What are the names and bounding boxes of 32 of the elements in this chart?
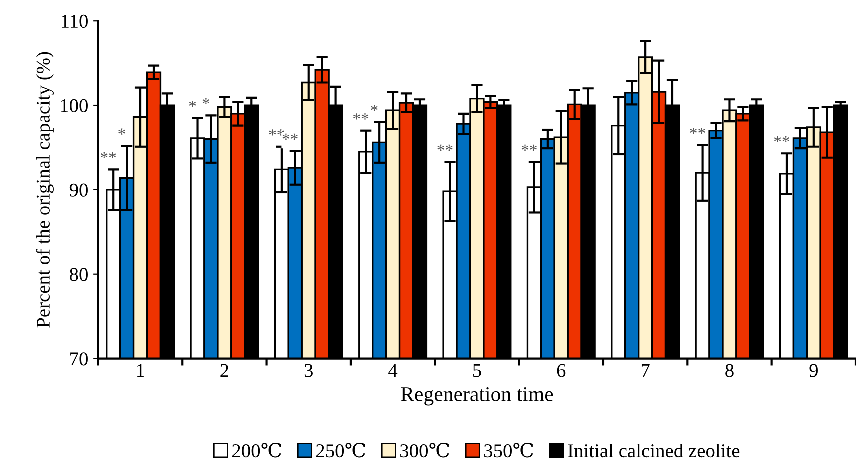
y-tick-label: 70 xyxy=(70,352,88,366)
data-label: * xyxy=(118,128,126,135)
data-label: ** xyxy=(774,136,790,143)
x-tick-label: 1 xyxy=(137,364,144,378)
x-tick-label: 6 xyxy=(557,364,566,378)
x-tick-label: 5 xyxy=(473,364,482,378)
data-label: * xyxy=(202,98,210,105)
y-tick-label: 80 xyxy=(70,268,88,282)
y-axis-title: Percent of the original capacity (%) xyxy=(36,52,54,328)
x-tick-label: 2 xyxy=(220,364,228,378)
x-tick-label: 4 xyxy=(388,364,398,378)
x-tick-label: 7 xyxy=(642,364,650,378)
data-label: ** xyxy=(354,114,369,120)
x-tick-label: 3 xyxy=(304,364,313,378)
x-tick-label: 9 xyxy=(810,364,818,378)
data-label: ** xyxy=(101,152,116,159)
data-label: ** xyxy=(438,144,453,151)
legend-label: 200℃ xyxy=(232,443,282,458)
data-label: ** xyxy=(282,134,298,140)
legend-label: 350℃ xyxy=(484,443,534,458)
x-axis-title: Regeneration time xyxy=(401,387,554,406)
data-label: ** xyxy=(690,128,706,134)
data-label: ** xyxy=(522,144,537,151)
data-label: * xyxy=(189,100,196,108)
y-tick-label: 100 xyxy=(61,99,88,112)
y-tick-label: 110 xyxy=(62,14,88,28)
x-tick-label: 8 xyxy=(726,364,734,378)
data-label: * xyxy=(371,105,378,112)
y-tick-label: 90 xyxy=(70,184,88,197)
legend-label: 300℃ xyxy=(400,443,450,458)
legend-label: 250℃ xyxy=(316,443,366,458)
legend-label: Initial calcined zeolite xyxy=(568,444,740,458)
